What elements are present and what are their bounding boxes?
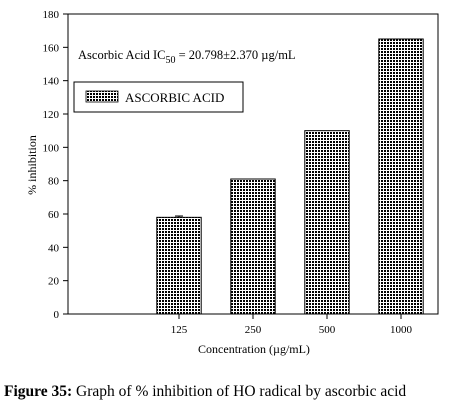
y-tick-label: 140	[43, 76, 60, 88]
legend-label: ASCORBIC ACID	[125, 90, 224, 105]
bar-1000	[378, 38, 424, 315]
x-tick-label-1000: 1000	[390, 324, 413, 336]
y-tick-label: 40	[48, 242, 60, 254]
y-tick-label: 160	[43, 42, 60, 54]
y-tick-label: 20	[48, 276, 60, 288]
y-tick-label: 60	[48, 209, 60, 221]
ic50-annotation-subscript: 50	[165, 55, 175, 66]
y-tick-label: 180	[43, 9, 60, 21]
x-axis-title: Concentration (µg/mL)	[198, 342, 310, 356]
y-tick-label: 120	[43, 109, 60, 121]
caption-text: Graph of % inhibition of HO radical by a…	[72, 383, 407, 400]
x-tick-label-125: 125	[171, 324, 188, 336]
legend-swatch	[85, 90, 119, 103]
x-tick-label-500: 500	[319, 324, 336, 336]
y-tick-label: 100	[43, 142, 60, 154]
x-tick-label-250: 250	[245, 324, 262, 336]
bar-500	[304, 130, 350, 315]
chart: 0 20 40 60 80 100 120 140 160 180 125 250 500 1000 % …	[25, 9, 439, 356]
legend: ASCORBIC ACID	[73, 81, 244, 113]
ic50-annotation: Ascorbic Acid IC50 = 20.798±2.370 µg/mL	[78, 48, 296, 66]
y-axis-title: % inhibition	[25, 135, 39, 195]
bar-125	[156, 216, 202, 315]
bar-250	[230, 178, 276, 315]
y-tick-label: 0	[54, 309, 60, 321]
y-tick-label: 80	[48, 176, 60, 188]
ic50-annotation-suffix: = 20.798±2.370 µg/mL	[175, 48, 295, 62]
ic50-annotation-prefix: Ascorbic Acid IC	[78, 48, 165, 62]
caption-lead: Figure 35:	[4, 383, 73, 400]
figure-caption: Figure 35: Graph of % inhibition of HO r…	[4, 383, 469, 401]
